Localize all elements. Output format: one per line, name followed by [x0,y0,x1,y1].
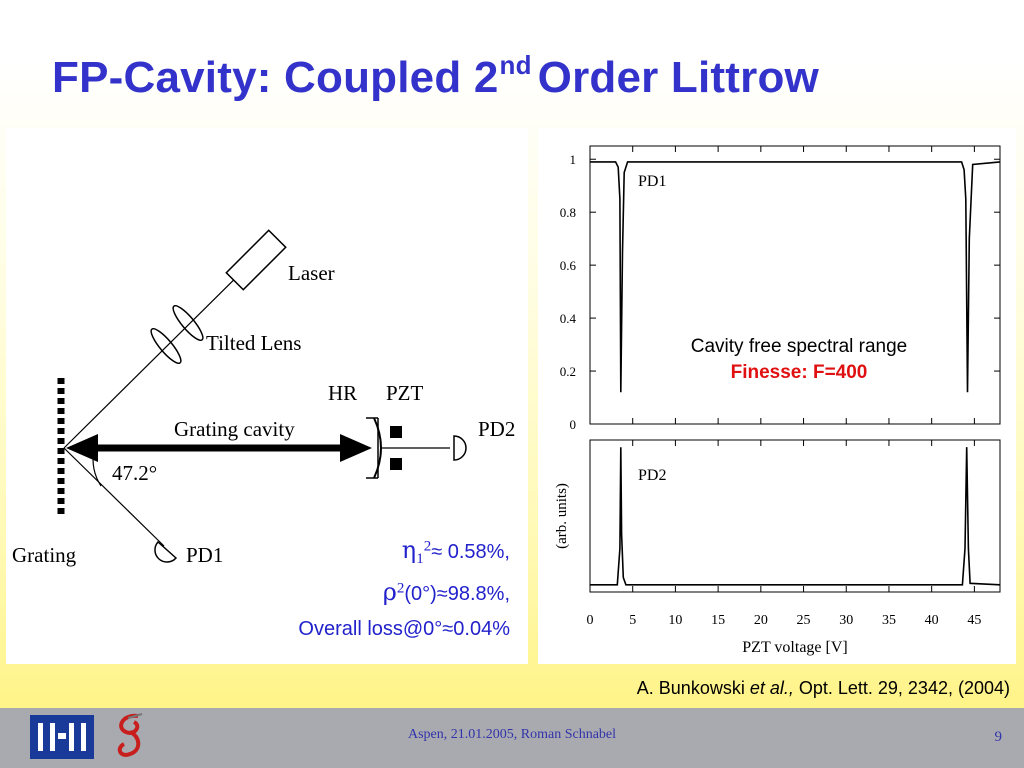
series-line-pd2 [590,447,1001,586]
title-main: FP-Cavity: Coupled 2 [52,53,499,102]
label-hr: HR [328,381,357,405]
footer-bar [0,708,1024,768]
plot-frame-2 [589,439,1001,593]
caption-line-1: Cavity free spectral range [690,336,908,357]
label-pd2: PD2 [478,417,515,441]
eta-superscript: 2 [423,538,432,555]
loss-equation: Overall loss@0°≈0.04% [298,618,510,640]
setup-diagram: Laser Tilted Lens HR PZT Grating cavity … [12,229,515,567]
x-tick-label: 20 [754,613,768,628]
panel-label-pd1: PD1 [638,173,666,190]
citation-rest: Opt. Lett. 29, 2342, (2004) [793,678,1010,698]
pd1-beam [63,447,165,547]
pd1-detector-icon [154,540,178,563]
laser-icon [225,229,287,291]
label-laser: Laser [288,261,335,285]
y-tick-label: 1 [570,152,577,167]
measurement-chart: PD1 0 0.2 0.4 0.6 0.8 1 PD2 0 5 10 15 20 25 30 35 40 45 (a… [554,145,1001,656]
x-tick-label: 0 [587,613,594,628]
label-grating: Grating [12,543,77,567]
label-grating-cavity: Grating cavity [174,417,295,441]
title-end: Order Littrow [537,53,819,102]
label-tilted-lens: Tilted Lens [206,331,301,355]
geo-logo-icon [117,713,143,757]
citation-author: A. Bunkowski [636,678,750,698]
footer-text: Aspen, 21.01.2005, Roman Schnabel [407,727,617,742]
series-line-pd1 [590,161,1001,393]
x-tick-label: 25 [797,613,811,628]
cavity-arrow-right [340,434,372,462]
citation-etal: et al., [749,678,794,698]
y-tick-label: 0.4 [560,311,577,326]
x-tick-label: 45 [967,613,981,628]
y-axis-label: (arb. units) [554,483,570,549]
plot-frame-1 [589,145,1001,425]
cavity-arrow-left [66,434,98,462]
pd2-detector-icon [453,435,467,461]
y-tick-label: 0.6 [560,258,577,273]
x-axis-label: PZT voltage [V] [742,639,847,656]
citation: A. Bunkowski et al., Opt. Lett. 29, 2342… [637,678,1010,699]
label-angle: 47.2° [112,461,157,485]
y-tick-label: 0.8 [560,205,576,220]
x-tick-label: 30 [839,613,853,628]
x-tick-label: 40 [925,613,939,628]
title-superscript: nd [499,50,532,80]
x-tick-label: 35 [882,613,896,628]
measurement-plot-panel: PD1 0 0.2 0.4 0.6 0.8 1 PD2 0 5 10 15 20 25 30 35 40 45 (a… [538,128,1016,664]
rho-equation: ρ2(0°)≈98.8%, [383,578,510,606]
pzt-block-bottom [390,458,402,470]
label-pd1: PD1 [186,543,223,567]
rho-superscript: 2 [396,580,405,597]
y-tick-label: 0 [570,417,577,432]
pzt-block-top [390,426,402,438]
eta-symbol: η [401,536,417,564]
institute-logo-icon [30,715,94,759]
eta-subscript: 1 [416,551,424,567]
hr-mirror-icon [373,417,382,479]
rho-symbol: ρ [382,578,397,606]
rho-value: (0°)≈98.8%, [404,583,510,605]
page-number: 9 [994,729,1003,745]
x-tick-label: 5 [629,613,636,628]
tilted-lens-icon [150,304,204,365]
eta-equation: η12≈ 0.58%, [402,536,510,568]
label-pzt: PZT [386,381,424,405]
x-tick-label: 10 [668,613,682,628]
y-tick-label: 0.2 [560,364,576,379]
setup-diagram-panel: Laser Tilted Lens HR PZT Grating cavity … [6,128,528,664]
panel-label-pd2: PD2 [638,467,666,484]
x-tick-label: 15 [711,613,725,628]
eta-value: ≈ 0.58%, [431,541,510,563]
caption-finesse: Finesse: F=400 [730,362,868,383]
slide-title: FP-Cavity: Coupled 2nd Order Littrow [52,50,819,103]
